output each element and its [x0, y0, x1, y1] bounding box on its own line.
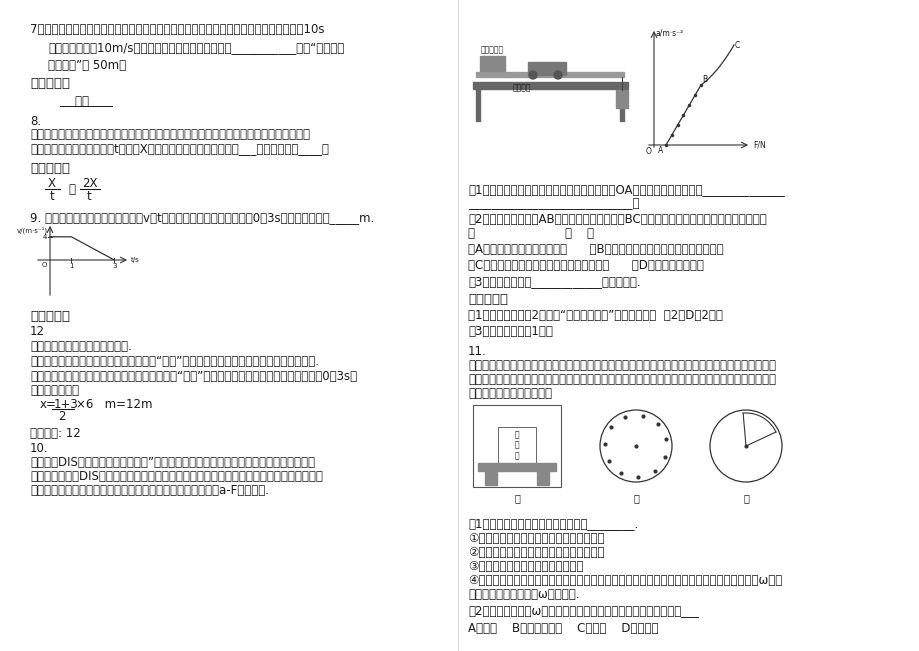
Text: 2: 2 — [58, 410, 65, 423]
Text: 达式，代入数据，得出ω的测量値.: 达式，代入数据，得出ω的测量値. — [468, 588, 579, 601]
Bar — [497, 427, 536, 463]
Text: （C）钉码总质量很小，远小于小车的总质量      （D）钉码总质量过大: （C）钉码总质量很小，远小于小车的总质量 （D）钉码总质量过大 — [468, 259, 703, 272]
Text: 【分析】速度－时间图象与坐标轴围成的“面积”大小等于物体通过的位移，由此知识求位移.: 【分析】速度－时间图象与坐标轴围成的“面积”大小等于物体通过的位移，由此知识求位… — [30, 355, 319, 368]
Text: 【考点】匀变速直线运动的图像.: 【考点】匀变速直线运动的图像. — [30, 340, 131, 353]
Text: （1）请将下列实验步骤按先后排序：________.: （1）请将下列实验步骤按先后排序：________. — [468, 517, 638, 530]
Text: 乙: 乙 — [632, 493, 638, 503]
Text: 10.: 10. — [30, 442, 49, 455]
Text: 水平轨道: 水平轨道 — [513, 83, 531, 92]
Bar — [472, 82, 628, 89]
Text: （3）控制变量法（1分）: （3）控制变量法（1分） — [468, 325, 552, 338]
Text: t/s: t/s — [130, 257, 140, 263]
Text: 3: 3 — [112, 263, 117, 269]
Text: （2）（单选题）图线AB段基本是一条直线，而BC段明显偏离直线，造成此误差的主要原因: （2）（单选题）图线AB段基本是一条直线，而BC段明显偏离直线，造成此误差的主要… — [468, 213, 766, 226]
Text: 电
动
机: 电 动 机 — [514, 430, 518, 460]
Text: ①使电火花计时器与圆形卡纸保持良好接触: ①使电火花计时器与圆形卡纸保持良好接触 — [468, 532, 604, 545]
Text: ③启动电动机，使圆形卡纸转动起来: ③启动电动机，使圆形卡纸转动起来 — [468, 560, 583, 573]
Text: O: O — [41, 262, 47, 268]
Text: X: X — [48, 177, 56, 190]
Text: A: A — [657, 146, 663, 155]
Text: a/m·s⁻²: a/m·s⁻² — [655, 29, 684, 38]
Text: 位移传感器: 位移传感器 — [480, 45, 503, 54]
Text: 参考答案：: 参考答案： — [30, 77, 70, 90]
Bar — [619, 89, 623, 121]
Text: 1+3: 1+3 — [54, 398, 79, 411]
Bar — [616, 90, 628, 108]
Circle shape — [553, 71, 562, 79]
Text: t: t — [87, 190, 92, 203]
Text: 于、小于”） 50m。: 于、小于”） 50m。 — [48, 59, 126, 72]
Text: 2X: 2X — [82, 177, 97, 190]
Text: B: B — [701, 75, 707, 84]
Bar — [484, 471, 496, 485]
Text: 是                        （    ）: 是 （ ） — [468, 227, 594, 240]
Bar — [472, 405, 561, 487]
Circle shape — [528, 71, 537, 79]
Text: 后，其速度达到10m/s．则汽车在这段时间行駛的距离___________（填“大于、等: 后，其速度达到10m/s．则汽车在这段时间行駛的距离___________（填“… — [48, 41, 344, 54]
Text: （2）要得到角速度ω的测量値，还缺少一种必要的测量工具，它是___: （2）要得到角速度ω的测量値，还缺少一种必要的测量工具，它是___ — [468, 604, 698, 617]
Text: 参考答案：: 参考答案： — [468, 293, 507, 306]
Text: O: O — [645, 147, 652, 156]
Text: ②接通电火花计时器的电源，使它工作起来: ②接通电火花计时器的电源，使它工作起来 — [468, 546, 604, 559]
Text: 如图为用DIS研究加速度和力的关系”的实验装置，实验操作中，用钉码所受的重力作为小: 如图为用DIS研究加速度和力的关系”的实验装置，实验操作中，用钉码所受的重力作为… — [30, 456, 314, 469]
Bar — [537, 471, 549, 485]
Bar — [528, 62, 565, 75]
Text: 12: 12 — [30, 325, 45, 338]
Text: A．秒表    B．毫米刻度尺    C．圆规    D．量角器: A．秒表 B．毫米刻度尺 C．圆规 D．量角器 — [468, 622, 658, 635]
Text: ④关闭电动机，断除电火花计时器，研究卡纸上留下的一段点迹（如图乙所示），写出角速度ω的表: ④关闭电动机，断除电火花计时器，研究卡纸上留下的一段点迹（如图乙所示），写出角速… — [468, 574, 781, 587]
Text: （1）分析发现图线在水平轴上有明显的截距（OA不为零），这是因为：______________: （1）分析发现图线在水平轴上有明显的截距（OA不为零），这是因为：_______… — [468, 183, 784, 196]
Text: 直线运动，整个过程的时间t，行駛X，则此过程客车的平均速度为___，最大速度为____。: 直线运动，整个过程的时间t，行駛X，则此过程客车的平均速度为___，最大速度为_… — [30, 142, 328, 155]
Bar — [480, 56, 505, 71]
Text: 9. 如图所示，一物体沿直线运动的v－t图象，根据图象可求出物体在0－3s时间内的位移为_____m.: 9. 如图所示，一物体沿直线运动的v－t图象，根据图象可求出物体在0－3s时间内… — [30, 211, 374, 224]
Text: 丙: 丙 — [743, 493, 748, 503]
Text: 的数量，多次重复测量，将数据输入计算机，得到如图所示的a-F关系图线.: 的数量，多次重复测量，将数据输入计算机，得到如图所示的a-F关系图线. — [30, 484, 268, 497]
Text: v/(m·s⁻¹): v/(m·s⁻¹) — [17, 226, 48, 234]
Text: ×6   m=12m: ×6 m=12m — [76, 398, 153, 411]
Text: 大于: 大于 — [60, 95, 104, 108]
Text: F/N: F/N — [752, 141, 765, 150]
Text: ，: ， — [68, 183, 75, 196]
Text: 故答案为: 12: 故答案为: 12 — [30, 427, 81, 440]
Bar — [475, 72, 623, 77]
Text: 1: 1 — [69, 263, 74, 269]
Text: ____________________________．: ____________________________． — [468, 197, 639, 210]
Bar — [478, 463, 555, 471]
Text: 参考答案：: 参考答案： — [30, 162, 70, 175]
Text: 7．一辆汽车在水平路面上从静止开始做加速直线运动，运动中保持牢引功率不变，行駛10s: 7．一辆汽车在水平路面上从静止开始做加速直线运动，运动中保持牢引功率不变，行駛1… — [30, 23, 324, 36]
Text: （1）摩擦力过大（2分，答“未平衡摩擦力”同样给分）；  （2）D（2分）: （1）摩擦力过大（2分，答“未平衡摩擦力”同样给分）； （2）D（2分） — [468, 309, 722, 322]
Text: 高速客车从服务区启动后做匀加速直线运动，突然司机发现有乘客落下后立即刹车做匀减速: 高速客车从服务区启动后做匀加速直线运动，突然司机发现有乘客落下后立即刹车做匀减速 — [30, 128, 310, 141]
Text: 参考答案：: 参考答案： — [30, 310, 70, 323]
Text: 甲: 甲 — [514, 493, 519, 503]
Text: （A）小车与轨道之间存在摩擦      （B）释放小车之前就启动记录数据的程序: （A）小车与轨道之间存在摩擦 （B）释放小车之前就启动记录数据的程序 — [468, 243, 723, 256]
Text: 如图甲所示为测量电动机转动角速度的实验装置，半径不大的圆形卡纸固定在电动机转轴上，在电动: 如图甲所示为测量电动机转动角速度的实验装置，半径不大的圆形卡纸固定在电动机转轴上… — [468, 359, 775, 372]
Text: 间内的位移为：: 间内的位移为： — [30, 384, 79, 397]
Text: C: C — [734, 40, 740, 49]
Text: 8.: 8. — [30, 115, 41, 128]
Text: 机的带动下匀速转动，在圆形卡纸的旁边垂直安装一个改装了的电火花计时器，（电火花计时器每隔: 机的带动下匀速转动，在圆形卡纸的旁边垂直安装一个改装了的电火花计时器，（电火花计… — [468, 373, 775, 386]
Text: x=: x= — [40, 398, 57, 411]
Text: 相同的时间间隔打一个点）: 相同的时间间隔打一个点） — [468, 387, 551, 400]
Text: t: t — [50, 190, 55, 203]
Text: 【解答】解：根据速度时间图象与坐标轴围成的“面积”大小等于物体通过的位移，则知物体在0－3s时: 【解答】解：根据速度时间图象与坐标轴围成的“面积”大小等于物体通过的位移，则知物… — [30, 370, 357, 383]
Text: （3）本实验运用了____________的科学方法.: （3）本实验运用了____________的科学方法. — [468, 275, 640, 288]
Text: 车所受外力，用DIS系统测定小车的加速度，在保持小车总质量不变的情况下，改变所挂钉码: 车所受外力，用DIS系统测定小车的加速度，在保持小车总质量不变的情况下，改变所挂… — [30, 470, 323, 483]
Bar — [475, 89, 480, 121]
Text: 11.: 11. — [468, 345, 486, 358]
Text: 4: 4 — [42, 234, 47, 240]
